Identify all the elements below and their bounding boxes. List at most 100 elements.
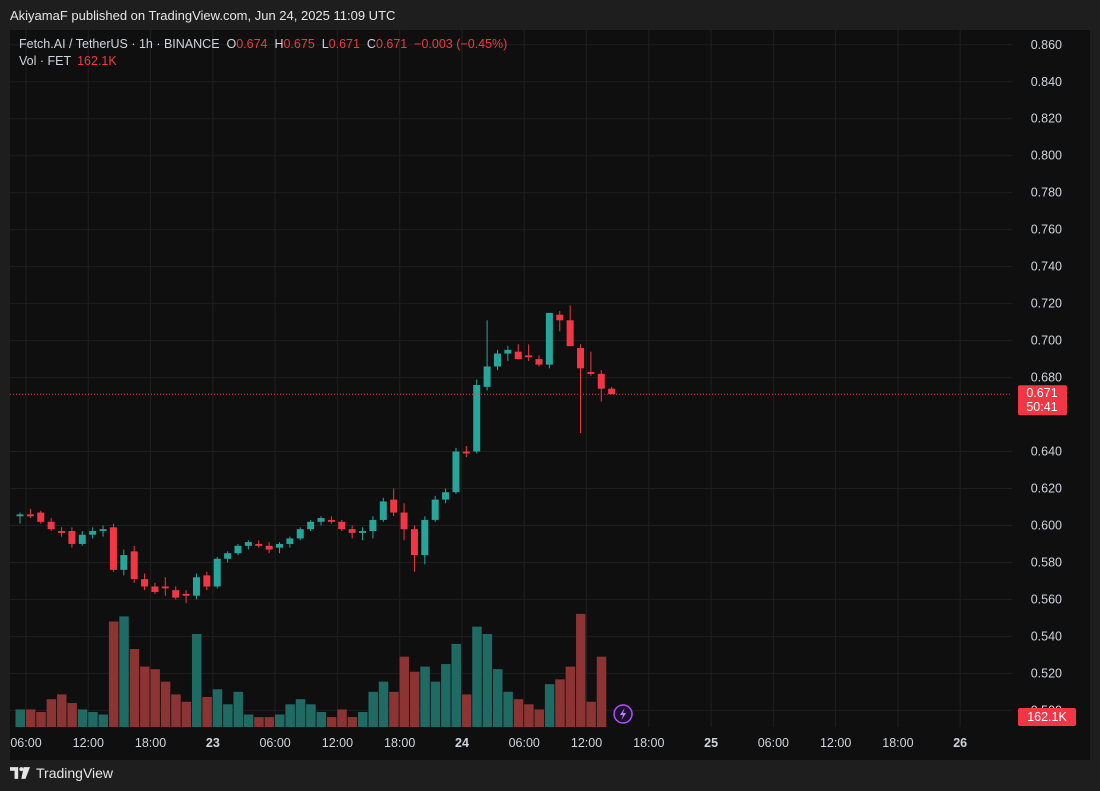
candle-body (255, 543, 263, 546)
volume-bar (576, 613, 586, 727)
candle-body (338, 521, 346, 530)
candle-body (89, 531, 97, 535)
price-tick-label: 0.600 (1031, 518, 1062, 532)
volume-bar (77, 709, 88, 727)
volume-bar (409, 671, 420, 727)
candle-body (597, 373, 605, 389)
close-label: C (366, 37, 376, 51)
candle-body (213, 558, 221, 587)
tradingview-logo-icon (10, 767, 30, 779)
volume-bar (129, 649, 140, 727)
time-tick-label: 06:00 (758, 736, 789, 750)
candle-body (493, 353, 501, 367)
candle-body (359, 531, 367, 533)
volume-bar (285, 704, 295, 727)
candle-body (172, 590, 180, 598)
volume-bar (596, 656, 607, 727)
volume-bar (67, 703, 77, 727)
candle-body (26, 514, 34, 517)
candle-body (120, 555, 128, 570)
candle-body (182, 593, 190, 596)
volume-bar (513, 699, 524, 727)
high-label: H (274, 37, 284, 51)
volume-bar (25, 709, 36, 727)
volume-bar (57, 694, 67, 727)
time-tick-label: 12:00 (571, 736, 602, 750)
candle-body (473, 384, 481, 452)
volume-bar (524, 704, 534, 727)
volume-bar (15, 709, 25, 727)
chart-panel[interactable] (10, 30, 1090, 760)
time-tick-label: 06:00 (259, 736, 290, 750)
candle-body (400, 512, 408, 530)
candle-body (504, 349, 512, 354)
candle-body (525, 355, 533, 358)
price-tick-label: 0.820 (1031, 112, 1062, 126)
volume-bar (202, 696, 212, 727)
volume-bar (119, 616, 129, 727)
volume-bar (233, 691, 243, 727)
close-value: 0.671 (375, 37, 408, 51)
candle-body (462, 451, 470, 454)
candle-body (224, 553, 232, 559)
candle-body (431, 499, 439, 520)
lightning-bolt-glyph (620, 708, 627, 720)
last-price-label: 0.671 (1026, 386, 1057, 400)
price-tick-label: 0.520 (1031, 666, 1062, 680)
volume-bar (98, 714, 109, 727)
volume-bar (430, 681, 441, 727)
candle-body (421, 519, 429, 556)
candle-body (130, 551, 138, 580)
candle-body (37, 512, 45, 522)
volume-bar (171, 694, 181, 727)
volume-bar (191, 633, 202, 727)
candle-body (442, 492, 450, 500)
volume-bar (399, 656, 410, 727)
volume-bar (295, 699, 306, 727)
candle-body (244, 542, 252, 546)
time-tick-label: 18:00 (384, 736, 415, 750)
volume-bar (368, 691, 378, 727)
candle-body (47, 521, 55, 530)
candle-body (151, 586, 159, 593)
high-value: 0.675 (283, 37, 315, 51)
volume-bar (212, 689, 223, 727)
volume-bar (264, 717, 275, 727)
candle-body (68, 531, 76, 544)
price-tick-label: 0.700 (1031, 334, 1062, 348)
candle-body (234, 545, 242, 554)
volume-bar (389, 691, 399, 727)
volume-bar (46, 699, 57, 727)
candle-body (514, 351, 522, 360)
volume-bar (544, 684, 555, 727)
price-tick-label: 0.720 (1031, 297, 1062, 311)
volume-bar (36, 711, 46, 727)
price-tick-label: 0.640 (1031, 445, 1062, 459)
open-label: O (226, 37, 237, 51)
volume-bar (108, 621, 119, 727)
candle-body (556, 314, 564, 321)
candle-body (379, 501, 387, 520)
price-tick-label: 0.560 (1031, 592, 1062, 606)
volume-bar (275, 714, 285, 727)
tradingview-footer[interactable]: TradingView (10, 765, 113, 781)
candle-body (483, 366, 491, 387)
price-tick-label: 0.680 (1031, 371, 1062, 385)
volume-bar (441, 664, 451, 727)
price-tick-label: 0.540 (1031, 629, 1062, 643)
candle-body (99, 529, 107, 532)
candle-body (109, 527, 117, 570)
candle-body (286, 538, 294, 544)
volume-bar (482, 633, 493, 727)
low-label: L (321, 37, 329, 51)
last-volume-label: 162.1K (1027, 710, 1067, 724)
candle-body (545, 312, 553, 365)
volume-bar (461, 694, 472, 727)
time-tick-label: 06:00 (10, 736, 41, 750)
volume-bar (306, 704, 316, 727)
candle-body (566, 320, 574, 347)
time-tick-label: 24 (455, 736, 469, 750)
time-tick-label: 06:00 (509, 736, 540, 750)
